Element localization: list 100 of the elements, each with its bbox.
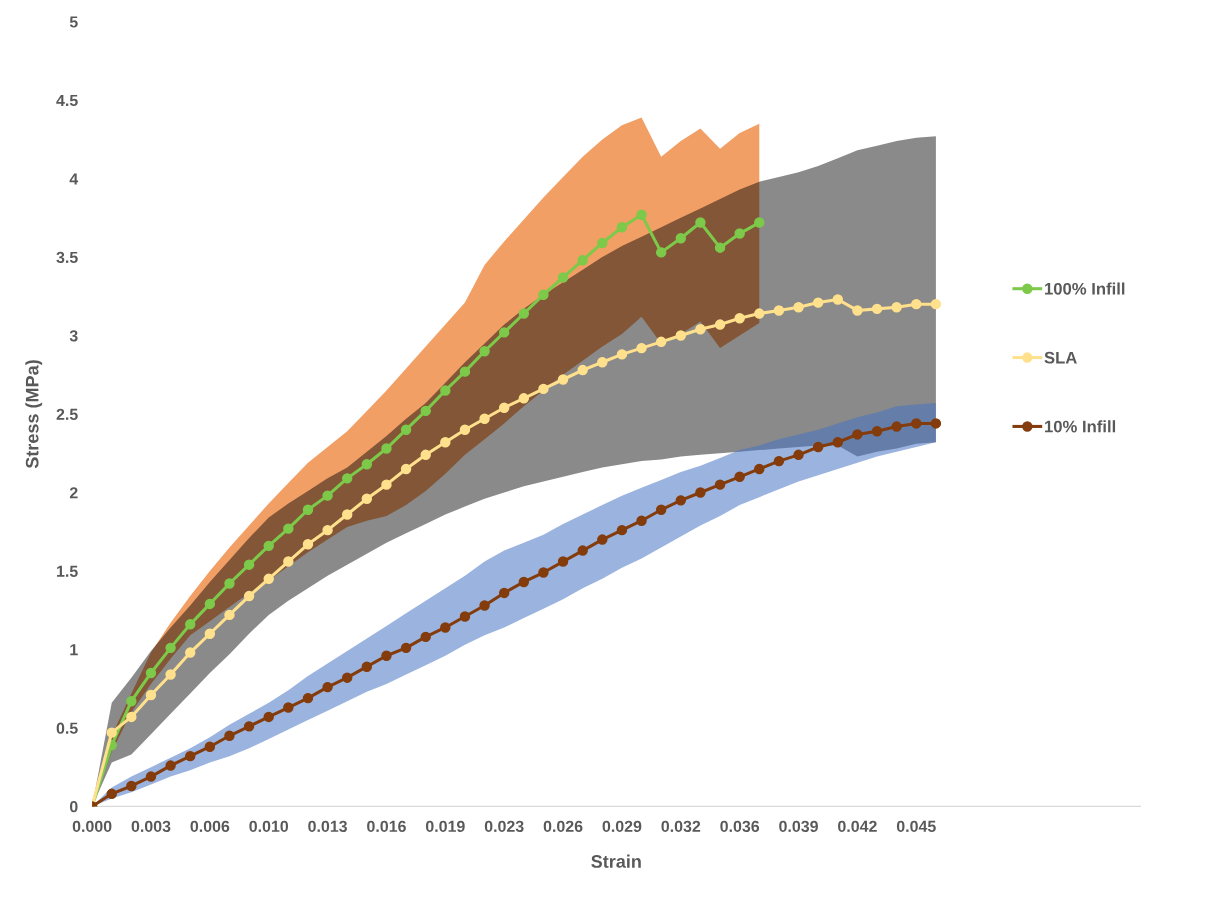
point [557,556,569,567]
point [754,308,765,319]
legend-label: SLA [1044,351,1077,364]
point [616,349,628,360]
point [381,650,392,661]
point [930,298,942,310]
point [283,556,294,567]
point [538,383,549,395]
y-tick-label: 3 [69,330,78,342]
x-tick-label: 0.013 [308,820,347,833]
point [361,493,373,504]
point [754,217,765,228]
x-tick-label: 0.006 [190,820,230,832]
point [498,587,510,599]
point [714,479,726,490]
x-tick-label: 0.003 [131,820,171,833]
point [597,534,608,545]
point [145,667,157,679]
point [224,730,235,741]
point [616,524,628,536]
x-tick-label: 0.010 [249,820,289,832]
point [773,305,785,316]
point [420,449,431,461]
point [145,771,157,782]
point [479,346,490,357]
point [342,672,353,683]
point [675,330,687,341]
point [655,504,667,515]
point [891,421,902,432]
point [400,642,412,654]
point [302,539,314,550]
point [852,305,863,316]
point [400,424,412,435]
point [538,567,549,578]
point [852,429,863,440]
y-axis-title: Stress (MPa) [25,360,43,469]
point [695,217,706,228]
point [440,437,451,448]
x-tick-label: 0.023 [484,820,524,833]
point [283,523,294,534]
point [597,237,608,249]
x-tick-label: 0.036 [720,820,760,833]
point [165,760,176,771]
y-tick-label: 1.5 [57,565,78,577]
point [714,319,726,330]
point [204,598,216,610]
point [518,308,530,319]
point [126,711,137,723]
point [695,324,706,335]
point [106,788,117,800]
point [911,418,922,429]
point [106,727,117,738]
point [812,297,824,308]
point [518,576,530,588]
point [126,696,137,707]
point [793,302,804,313]
point [185,647,196,658]
point [714,242,726,253]
point [145,689,157,701]
x-tick-label: 0.045 [896,820,936,832]
point [636,342,647,354]
point [420,405,431,417]
point [322,524,333,536]
point [577,545,588,556]
point [557,272,569,283]
x-tick-label: 0.016 [367,820,406,832]
point [655,247,667,258]
point [459,424,471,435]
point [812,441,824,453]
point [891,302,902,313]
point [518,393,530,404]
point [577,364,588,376]
point [440,385,451,396]
point [538,289,549,300]
point [459,611,471,622]
point [420,631,431,643]
point [498,327,510,338]
point [243,590,255,602]
legend-label: 10% Infill [1045,420,1116,433]
point [126,780,137,792]
point [479,600,490,611]
y-tick-label: 4 [69,173,79,185]
point [911,298,922,310]
point [734,313,745,324]
point [597,357,608,368]
legend-label: 100% Infill [1045,282,1125,295]
point [557,374,569,385]
point [243,559,255,570]
y-tick-label: 1 [70,644,78,656]
point [616,222,628,233]
point [381,479,392,490]
point [400,463,412,475]
y-tick-label: 2.5 [56,408,78,420]
point [342,473,353,484]
point [577,255,588,266]
y-tick-label: 3.5 [56,251,78,264]
point [165,642,176,654]
point [636,209,647,220]
point [636,515,647,526]
point [871,426,883,437]
